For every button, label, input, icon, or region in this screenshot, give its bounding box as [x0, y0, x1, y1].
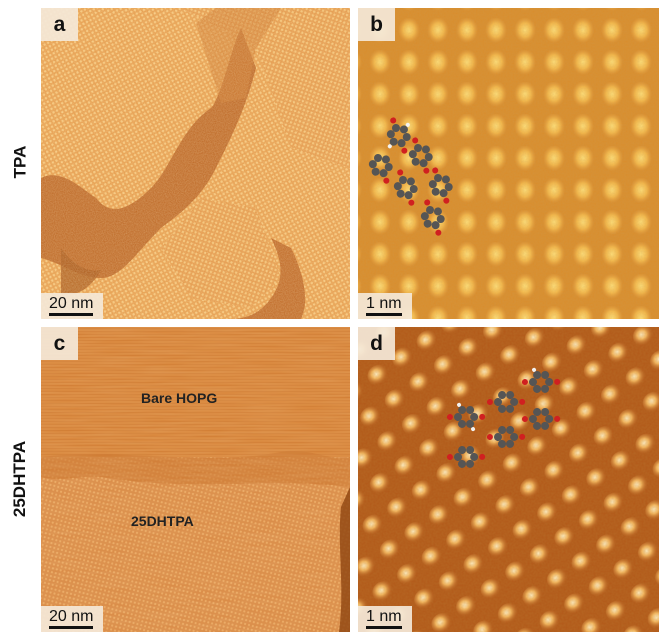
panel-d-molecule-models: [446, 367, 561, 468]
panel-c-scale-line: [49, 626, 94, 629]
panel-c-image: [41, 327, 350, 632]
panel-b-stm-image: b 1 nm: [358, 8, 659, 319]
panel-b-scale-label: 1 nm: [366, 295, 402, 312]
panel-b-image: [358, 8, 659, 319]
panel-a-image: [41, 8, 350, 319]
panel-b-scalebar: 1 nm: [358, 293, 412, 319]
panel-d-scale-label: 1 nm: [366, 608, 402, 625]
row-label-tpa: TPA: [0, 8, 40, 315]
panel-b-scale-line: [366, 313, 402, 316]
panel-d-image: [358, 327, 659, 632]
panel-b-molecule-models: [368, 117, 453, 236]
panel-d-stm-image: d 1 nm: [358, 327, 659, 632]
panel-d-letter: d: [358, 327, 395, 360]
row-label-25dhtpa-text: 25DHTPA: [10, 440, 30, 518]
panel-a-scale-label: 20 nm: [49, 295, 94, 312]
panel-c-stm-image: c Bare HOPG 25DHTPA 20 nm: [41, 327, 350, 632]
panel-d-scale-line: [366, 626, 402, 629]
row-label-25dhtpa: 25DHTPA: [0, 326, 40, 632]
panel-b-letter: b: [358, 8, 395, 41]
panel-c-letter: c: [41, 327, 78, 360]
panel-a-scale-line: [49, 313, 94, 316]
row-label-tpa-text: TPA: [10, 145, 29, 178]
panel-c-scalebar: 20 nm: [41, 606, 104, 632]
panel-a-stm-image: a 20 nm: [41, 8, 350, 319]
annotation-bare-hopg: Bare HOPG: [141, 390, 218, 406]
panel-c-scale-label: 20 nm: [49, 608, 94, 625]
annotation-25dhtpa: 25DHTPA: [131, 513, 194, 529]
panel-a-letter: a: [41, 8, 78, 41]
panel-a-scalebar: 20 nm: [41, 293, 104, 319]
panel-d-scalebar: 1 nm: [358, 606, 412, 632]
